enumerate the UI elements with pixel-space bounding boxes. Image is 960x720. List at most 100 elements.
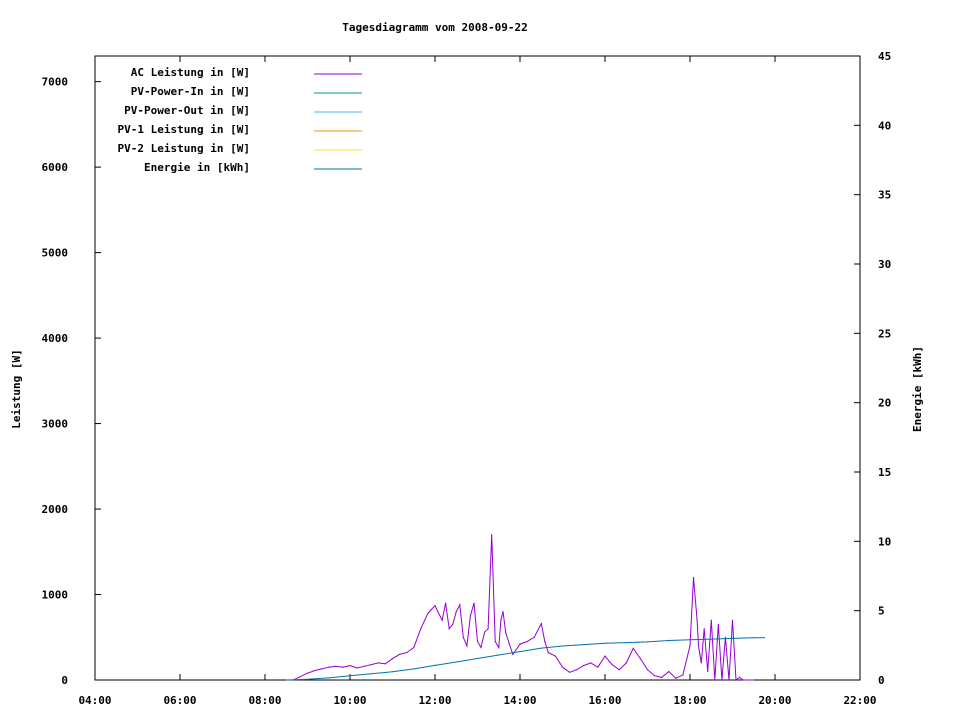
data-point xyxy=(391,658,394,660)
data-point xyxy=(306,672,309,674)
data-point xyxy=(420,628,422,630)
y-tick-label: 2000 xyxy=(42,503,69,516)
data-point xyxy=(710,638,712,640)
data-point xyxy=(604,642,606,644)
x-tick-label: 06:00 xyxy=(163,694,196,707)
legend-label: PV-1 Leistung in [W] xyxy=(118,123,250,136)
data-point xyxy=(480,646,482,649)
data-point xyxy=(689,639,691,641)
data-point xyxy=(455,661,457,663)
data-point xyxy=(654,675,656,677)
data-point xyxy=(689,645,691,647)
data-point xyxy=(742,679,744,681)
axis-ticks: 04:00 06:00 08:00 10:00 12:00 14:00 16:00 18:00… xyxy=(42,50,892,707)
data-point xyxy=(739,676,741,679)
data-point xyxy=(434,605,436,607)
data-point xyxy=(721,679,723,681)
data-point xyxy=(569,671,571,673)
data-point xyxy=(469,615,471,617)
data-point xyxy=(519,643,521,645)
y2-tick-label: 15 xyxy=(878,466,891,479)
data-point xyxy=(728,679,730,681)
legend-label: AC Leistung in [W] xyxy=(131,66,250,79)
data-point xyxy=(391,671,394,673)
data-point xyxy=(455,611,457,613)
data-point xyxy=(668,639,670,642)
data-point xyxy=(399,653,401,656)
data-point xyxy=(724,636,727,638)
data-point xyxy=(668,670,670,673)
data-point xyxy=(583,644,585,646)
data-point xyxy=(675,677,677,679)
legend-label: PV-2 Leistung in [W] xyxy=(118,142,250,155)
data-point xyxy=(699,653,701,656)
data-point xyxy=(498,646,500,649)
data-point xyxy=(618,669,620,671)
data-point xyxy=(448,628,450,630)
y2-tick-label: 5 xyxy=(878,605,885,618)
data-point xyxy=(445,602,447,604)
data-point xyxy=(321,668,323,670)
data-point xyxy=(441,619,443,621)
data-point xyxy=(692,576,695,579)
x-tick-label: 22:00 xyxy=(843,694,876,707)
data-point xyxy=(476,657,479,660)
x-tick-label: 04:00 xyxy=(78,694,111,707)
data-point xyxy=(717,623,719,626)
legend-label: PV-Power-Out in [W] xyxy=(124,104,250,117)
data-point xyxy=(413,646,415,649)
data-point xyxy=(459,604,461,606)
data-point xyxy=(544,640,546,643)
data-point xyxy=(306,678,309,680)
data-point xyxy=(502,611,504,613)
y2-tick-label: 25 xyxy=(878,327,891,340)
data-point xyxy=(285,679,287,681)
x-tick-label: 14:00 xyxy=(503,694,536,707)
data-point xyxy=(384,663,386,665)
data-point xyxy=(500,619,502,621)
y2-tick-label: 45 xyxy=(878,50,891,63)
data-point xyxy=(561,666,564,668)
data-point xyxy=(314,670,316,672)
data-point xyxy=(328,666,330,668)
y2-tick-label: 0 xyxy=(878,674,885,687)
data-point xyxy=(682,674,684,676)
data-point xyxy=(363,665,365,667)
data-point xyxy=(370,673,372,675)
data-point xyxy=(646,641,649,643)
data-point xyxy=(498,654,500,656)
data-point xyxy=(526,640,528,643)
data-point xyxy=(746,679,748,681)
data-point xyxy=(484,631,486,633)
data-point xyxy=(753,637,755,639)
y-tick-label: 6000 xyxy=(42,161,69,174)
y2-tick-label: 20 xyxy=(878,397,891,410)
data-point xyxy=(519,651,521,653)
data-point xyxy=(625,662,627,664)
data-point xyxy=(466,645,468,647)
series-line xyxy=(286,637,765,681)
data-point xyxy=(576,669,578,671)
y2-tick-label: 40 xyxy=(878,119,891,132)
data-point xyxy=(710,619,712,621)
y-axis-label: Leistung [W] xyxy=(10,349,23,428)
data-point xyxy=(632,647,634,650)
data-point xyxy=(413,668,415,670)
y-tick-label: 1000 xyxy=(42,589,69,602)
y-tick-label: 4000 xyxy=(42,332,69,345)
data-point xyxy=(731,619,734,621)
data-point xyxy=(611,664,613,666)
data-point xyxy=(540,647,542,649)
y2-tick-label: 30 xyxy=(878,258,891,271)
data-point xyxy=(328,677,330,679)
data-point xyxy=(696,619,698,621)
data-point xyxy=(714,679,716,681)
data-point xyxy=(476,640,479,643)
data-point xyxy=(590,662,592,664)
x-tick-label: 10:00 xyxy=(333,694,366,707)
data-point xyxy=(349,664,351,667)
data-point xyxy=(697,645,700,647)
data-point xyxy=(512,653,514,656)
legend: AC Leistung in [W] PV-Power-In in [W] PV-P… xyxy=(118,66,362,174)
data-point xyxy=(703,628,705,630)
